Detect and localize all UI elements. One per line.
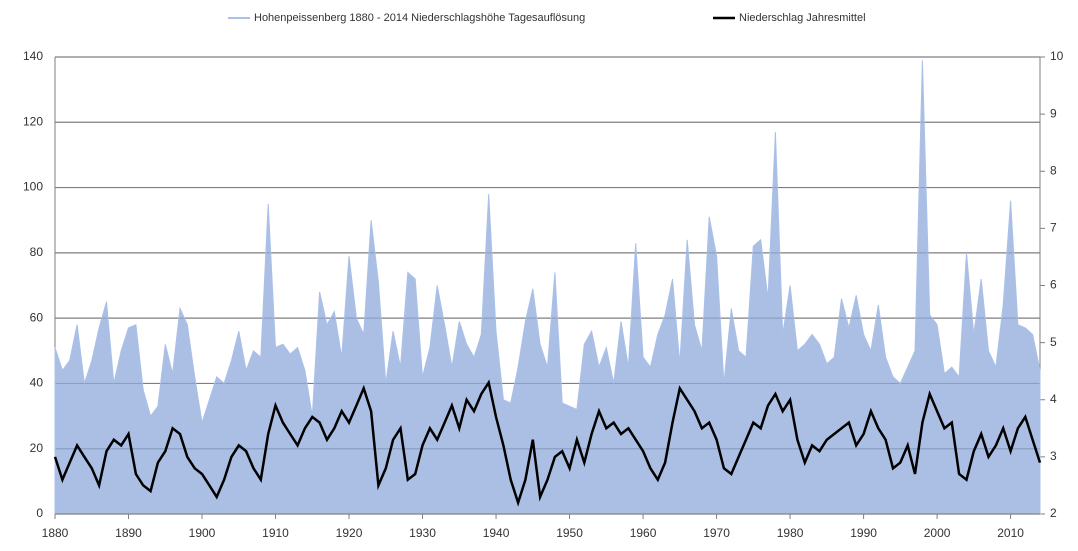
x-tick-label: 1890: [115, 526, 142, 540]
x-tick-label: 1970: [703, 526, 730, 540]
y2-tick-label: 4: [1050, 392, 1057, 406]
mean-line: [53, 379, 1042, 507]
y-tick-label: 100: [23, 180, 43, 194]
x-tick-label: 1920: [336, 526, 363, 540]
y2-tick-label: 5: [1050, 335, 1057, 349]
y-tick-label: 20: [30, 441, 44, 455]
y-tick-label: 60: [30, 310, 44, 324]
legend-label: Niederschlag Jahresmittel: [739, 12, 866, 24]
x-tick-label: 1980: [777, 526, 804, 540]
x-tick-label: 1990: [850, 526, 877, 540]
y2-tick-label: 9: [1050, 106, 1057, 120]
x-tick-label: 1960: [630, 526, 657, 540]
y-tick-label: 80: [30, 245, 44, 259]
precip-area: [54, 60, 1041, 515]
x-tick-label: 1880: [42, 526, 69, 540]
x-tick-label: 1950: [556, 526, 583, 540]
x-tick-label: 1900: [189, 526, 216, 540]
y-tick-label: 120: [23, 114, 43, 128]
x-tick-label: 2010: [997, 526, 1024, 540]
y-tick-label: 0: [36, 506, 43, 520]
y-tick-label: 140: [23, 49, 43, 63]
legend-label: Hohenpeissenberg 1880 - 2014 Niederschla…: [254, 12, 585, 24]
x-tick-label: 2000: [924, 526, 951, 540]
y2-tick-label: 6: [1050, 278, 1057, 292]
y2-tick-label: 8: [1050, 163, 1057, 177]
x-tick-label: 1910: [262, 526, 289, 540]
x-tick-label: 1940: [483, 526, 510, 540]
y2-tick-label: 7: [1050, 221, 1057, 235]
y2-tick-label: 3: [1050, 449, 1057, 463]
y-tick-label: 40: [30, 376, 44, 390]
x-tick-label: 1930: [409, 526, 436, 540]
y2-tick-label: 10: [1050, 49, 1064, 63]
y2-tick-label: 2: [1050, 506, 1057, 520]
